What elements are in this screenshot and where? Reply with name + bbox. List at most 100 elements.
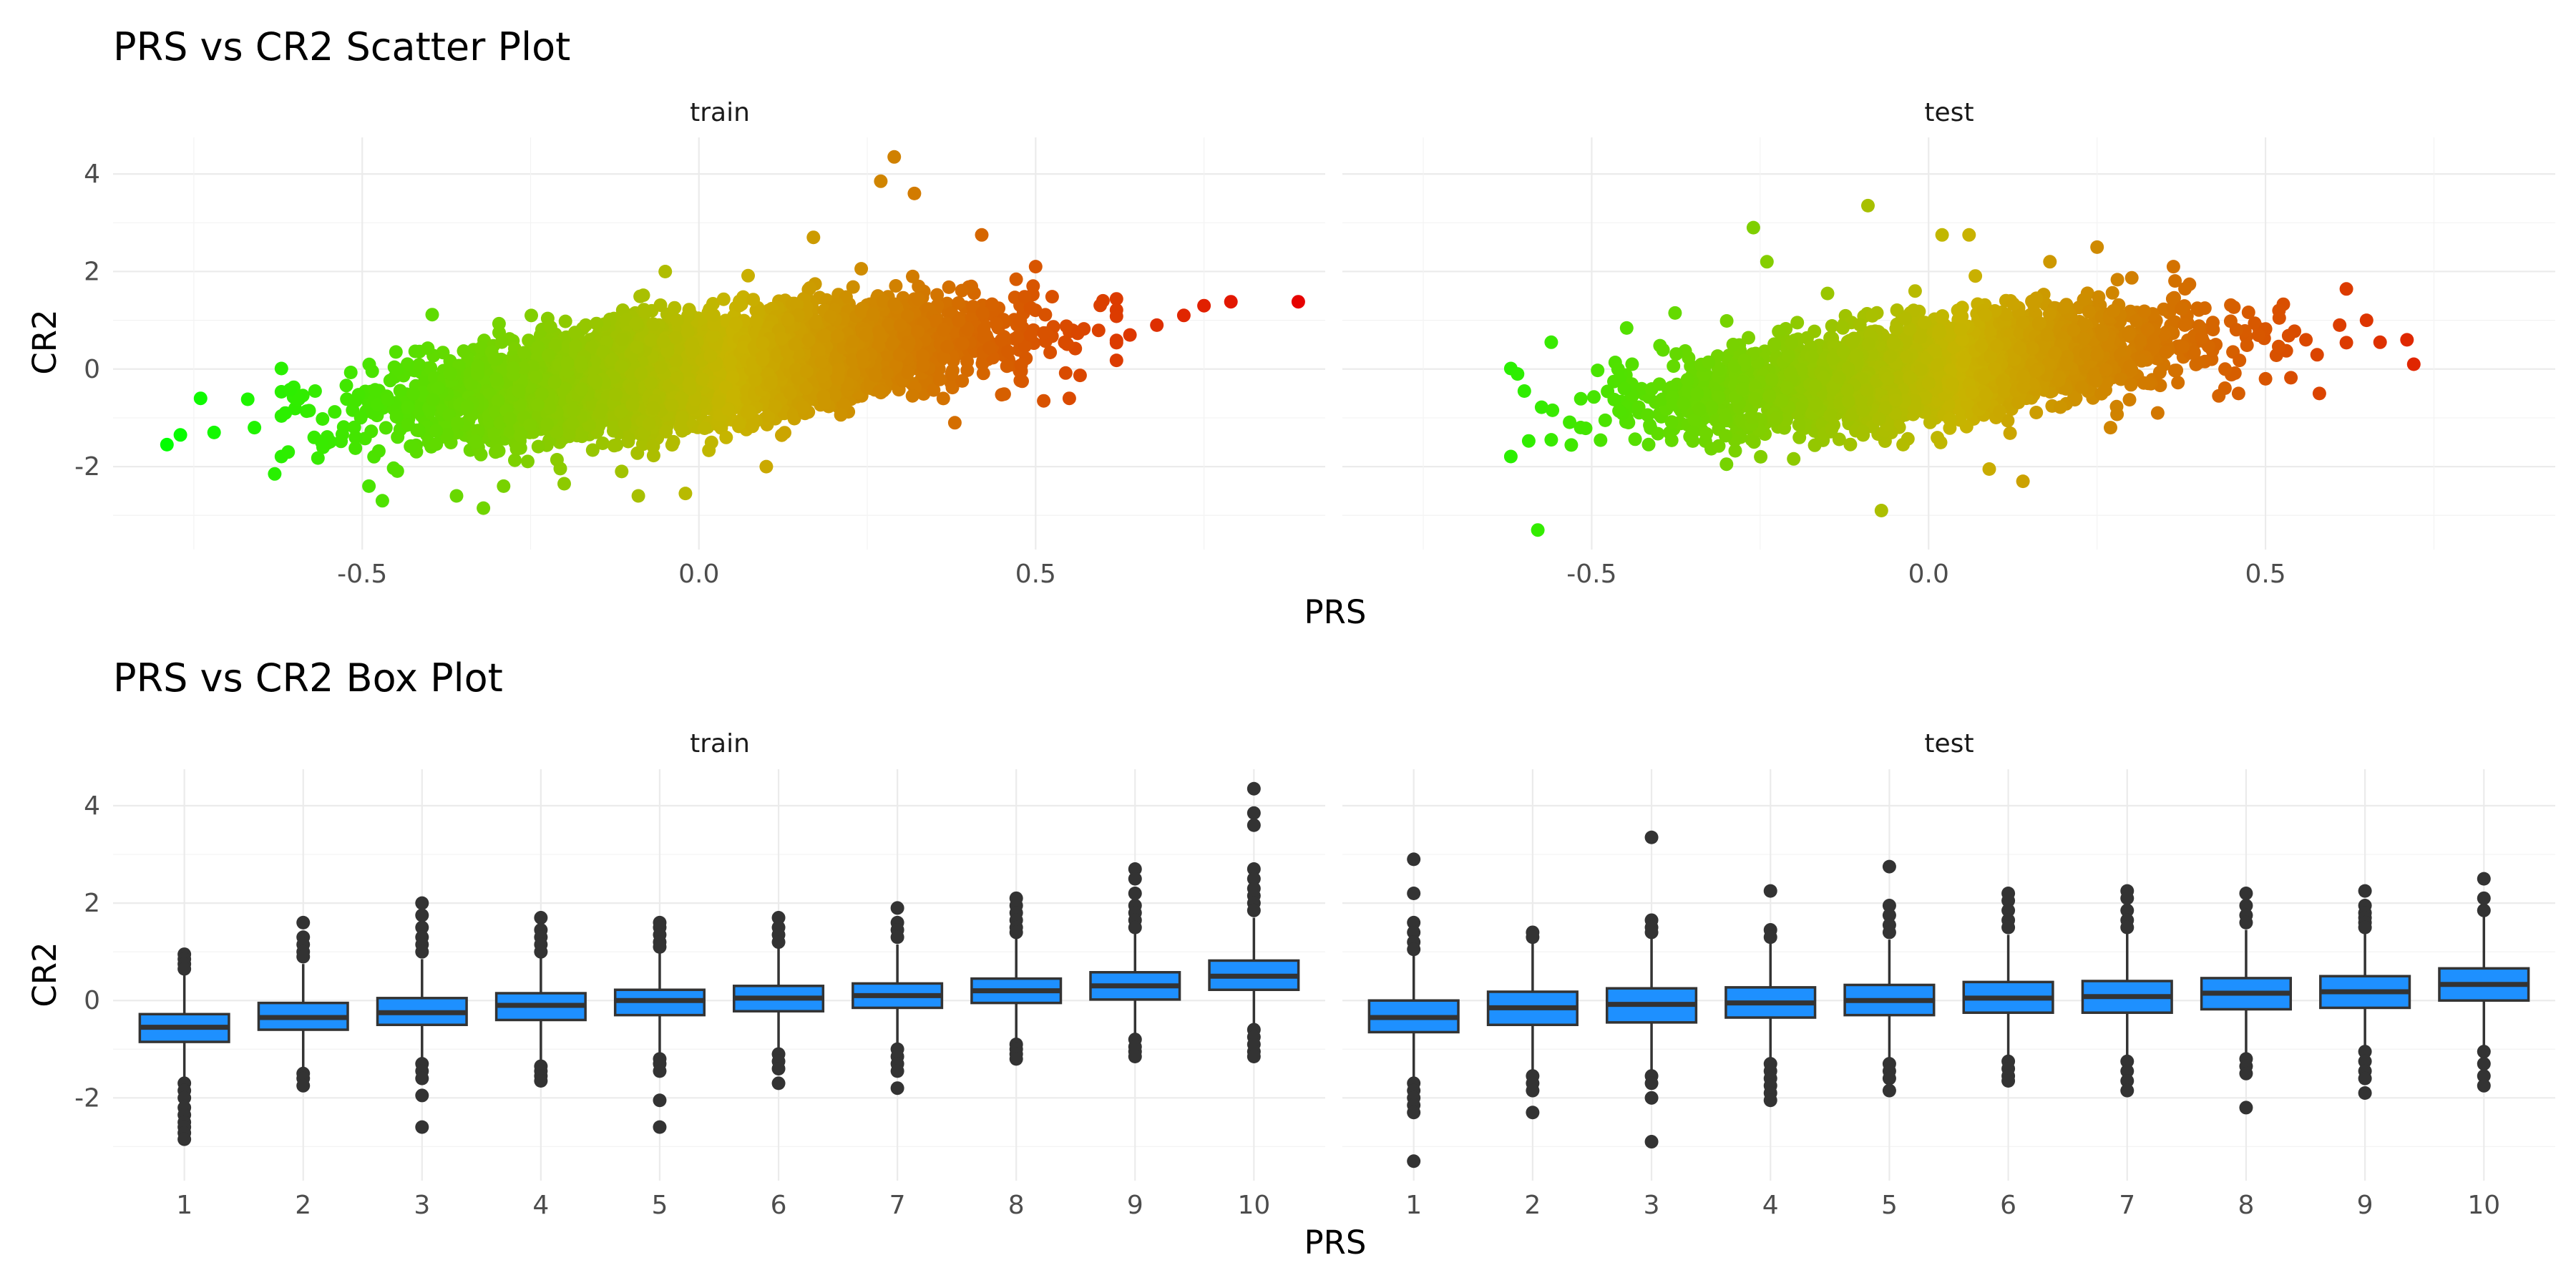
scatter-train-y-tick-label: -2 [74, 452, 100, 482]
scatter-point [682, 303, 696, 317]
scatter-point [1018, 290, 1032, 304]
scatter-point [932, 372, 947, 386]
scatter-point [421, 341, 435, 356]
scatter-point [348, 394, 363, 408]
scatter-point [1091, 323, 1106, 338]
scatter-point [390, 362, 404, 376]
scatter-point [334, 434, 348, 449]
scatter-point [558, 314, 572, 328]
scatter-point [1109, 353, 1123, 368]
scatter-point [801, 333, 816, 347]
scatter-point [364, 424, 379, 439]
scatter-point [492, 316, 506, 331]
scatter-facet-label-test: test [1924, 98, 1974, 127]
scatter-point [997, 387, 1011, 401]
scatter-point [781, 313, 795, 327]
scatter-point [469, 434, 483, 449]
scatter-point [1109, 292, 1123, 306]
scatter-point [936, 391, 950, 406]
scatter-point [607, 439, 621, 453]
scatter-point [365, 364, 379, 379]
scatter-point [457, 344, 471, 358]
box-title: PRS vs CR2 Box Plot [113, 655, 503, 701]
scatter-point [590, 316, 604, 331]
scatter-point [390, 464, 404, 478]
scatter-point [492, 444, 506, 458]
scatter-point [336, 420, 351, 434]
scatter-point [391, 430, 405, 444]
scatter-point [525, 308, 538, 323]
scatter-point [912, 279, 926, 293]
scatter-point [585, 443, 600, 457]
scatter-point [274, 361, 288, 376]
scatter-point [615, 464, 629, 479]
scatter-point [381, 393, 395, 407]
box-y-axis-title: CR2 [26, 942, 64, 1007]
scatter-point [989, 316, 1003, 331]
scatter-train-x-tick-label: 0.0 [678, 560, 719, 589]
scatter-point [653, 298, 668, 312]
scatter-point [1045, 290, 1059, 304]
scatter-point [960, 354, 975, 369]
scatter-point [1010, 330, 1025, 344]
scatter-train-y-tick-label: 4 [84, 160, 100, 189]
scatter-point [316, 412, 330, 426]
scatter-point [1058, 336, 1073, 350]
scatter-point [1013, 314, 1028, 328]
scatter-point [514, 429, 527, 443]
scatter-train-x-tick-label: -0.5 [337, 560, 387, 589]
scatter-point [893, 318, 907, 333]
scatter-point [732, 417, 746, 431]
scatter-point [1000, 359, 1014, 374]
scatter-point [905, 389, 919, 403]
scatter-point [343, 366, 358, 379]
scatter-point [550, 453, 564, 467]
scatter-point [425, 308, 439, 322]
scatter-point [930, 288, 945, 302]
scatter-point [741, 268, 755, 283]
scatter-train-point-cloud [274, 262, 1123, 479]
scatter-point [901, 366, 915, 380]
scatter-point [942, 280, 956, 294]
scatter-point [698, 421, 712, 435]
scatter-point [1109, 333, 1123, 348]
scatter-point [646, 317, 660, 331]
scatter-train-y-tick-label: 0 [84, 355, 100, 384]
scatter-point [401, 400, 415, 414]
scatter-point [401, 418, 415, 431]
scatter-point [638, 306, 653, 320]
scatter-point [636, 288, 650, 303]
scatter-point [906, 269, 919, 283]
scatter-point [824, 309, 838, 323]
scatter-point [975, 306, 990, 320]
scatter-point [1009, 272, 1023, 286]
scatter-point [854, 305, 869, 319]
scatter-point [408, 344, 422, 358]
scatter-point [854, 262, 869, 276]
scatter-point [796, 400, 810, 414]
scatter-point [308, 384, 322, 398]
scatter-point [429, 437, 444, 452]
scatter-point [404, 439, 418, 453]
scatter-point [512, 441, 527, 455]
scatter-point [348, 441, 363, 455]
scatter-point [311, 451, 325, 465]
scatter-point [1014, 358, 1028, 372]
scatter-point [300, 404, 313, 419]
scatter-point [1026, 279, 1040, 293]
scatter-point [834, 408, 848, 422]
scatter-point [1001, 344, 1015, 358]
scatter-point [348, 430, 363, 444]
scatter-y-axis-title: CR2 [26, 309, 64, 374]
scatter-point [955, 336, 970, 351]
scatter-point [371, 444, 386, 458]
scatter-point [803, 281, 817, 295]
scatter-point [1109, 309, 1123, 323]
scatter-point [412, 358, 426, 372]
scatter-point [911, 292, 925, 306]
scatter-point [668, 301, 682, 315]
scatter-point [379, 421, 393, 435]
scatter-point [673, 419, 688, 434]
scatter-point [746, 419, 759, 434]
